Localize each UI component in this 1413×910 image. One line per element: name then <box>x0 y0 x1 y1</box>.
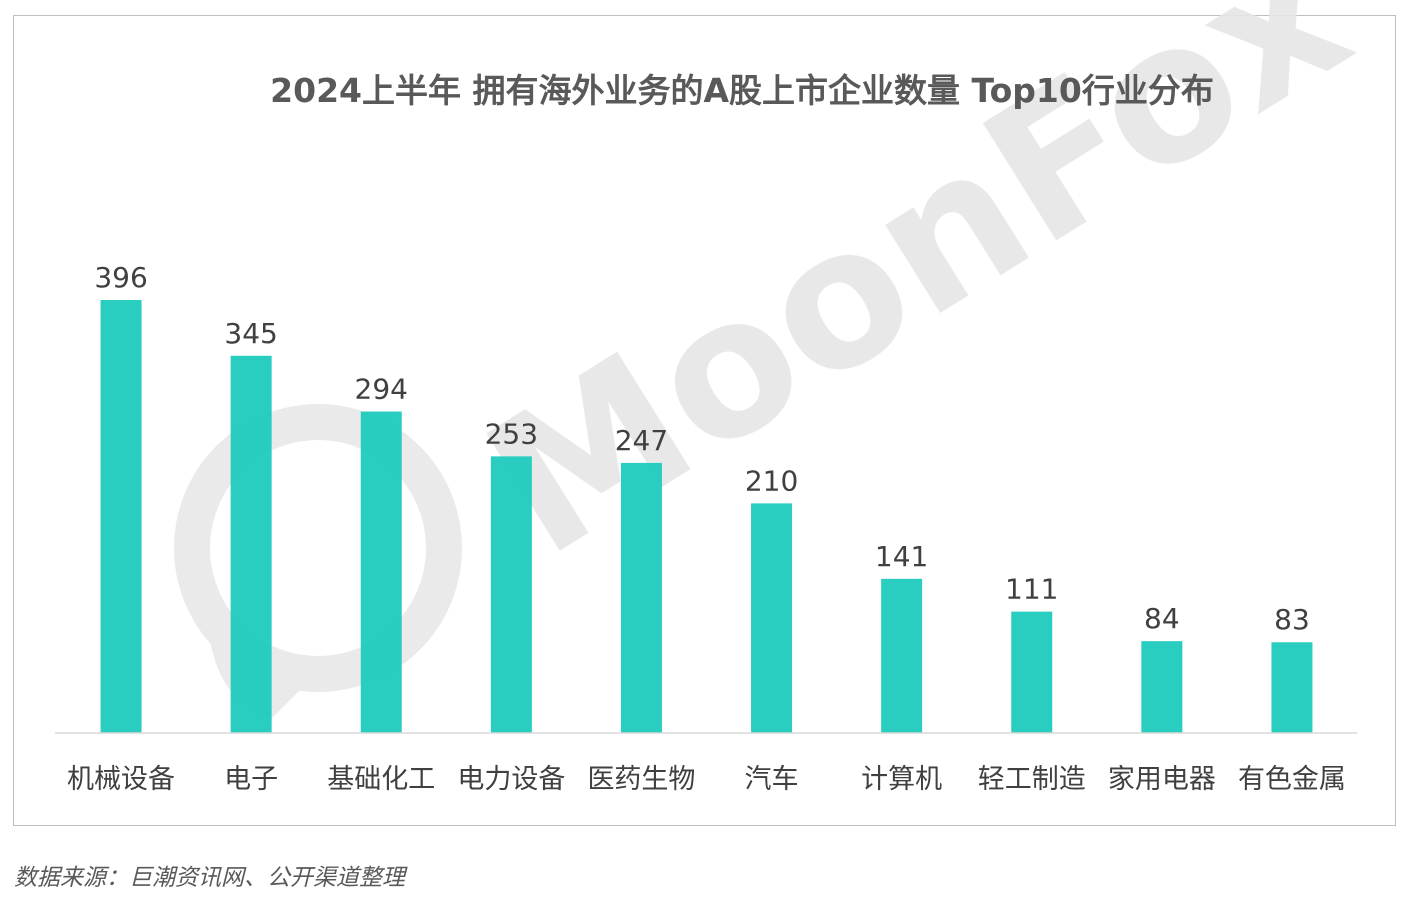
data-label-1: 345 <box>224 317 277 350</box>
x-tick-label-4: 医药生物 <box>587 764 695 795</box>
data-label-9: 83 <box>1274 603 1310 636</box>
x-axis-tick-labels: 机械设备 电子 基础化工 电力设备 医药生物 汽车 计算机 轻工制造 家用电器 有色金属 <box>67 764 1346 795</box>
data-label-4: 247 <box>615 424 668 457</box>
chart-frame <box>13 15 1396 826</box>
x-tick-label-8: 家用电器 <box>1108 764 1216 795</box>
bar-8 <box>1141 641 1183 733</box>
bar-3 <box>490 456 532 733</box>
x-tick-label-3: 电力设备 <box>457 764 565 795</box>
x-tick-label-1: 电子 <box>224 764 278 795</box>
x-tick-label-0: 机械设备 <box>67 764 175 795</box>
data-label-7: 111 <box>1005 573 1058 606</box>
data-labels: 396 345 294 253 247 210 141 111 84 83 <box>94 261 1309 636</box>
x-tick-label-5: 汽车 <box>745 764 799 795</box>
data-label-6: 141 <box>875 540 928 573</box>
x-tick-label-6: 计算机 <box>861 764 942 795</box>
x-tick-label-2: 基础化工 <box>327 764 435 795</box>
x-tick-label-7: 轻工制造 <box>978 764 1086 795</box>
source-note: 数据来源：巨潮资讯网、公开渠道整理 <box>14 865 405 891</box>
bar-0 <box>100 300 142 733</box>
bar-5 <box>751 503 793 733</box>
data-label-5: 210 <box>745 464 798 497</box>
bar-9 <box>1271 642 1313 733</box>
chart-title: 2024上半年 拥有海外业务的A股上市企业数量 Top10行业分布 <box>270 71 1214 110</box>
data-label-0: 396 <box>94 261 147 294</box>
data-label-2: 294 <box>355 373 408 406</box>
bar-4 <box>620 462 662 733</box>
data-label-8: 84 <box>1144 602 1180 635</box>
bar-2 <box>360 411 402 733</box>
bar-6 <box>881 578 923 733</box>
watermark-logo-ring <box>174 404 462 692</box>
bar-series <box>100 300 1313 733</box>
bar-1 <box>230 355 272 733</box>
bar-7 <box>1011 611 1053 733</box>
x-tick-label-9: 有色金属 <box>1238 764 1346 795</box>
data-label-3: 253 <box>485 417 538 450</box>
